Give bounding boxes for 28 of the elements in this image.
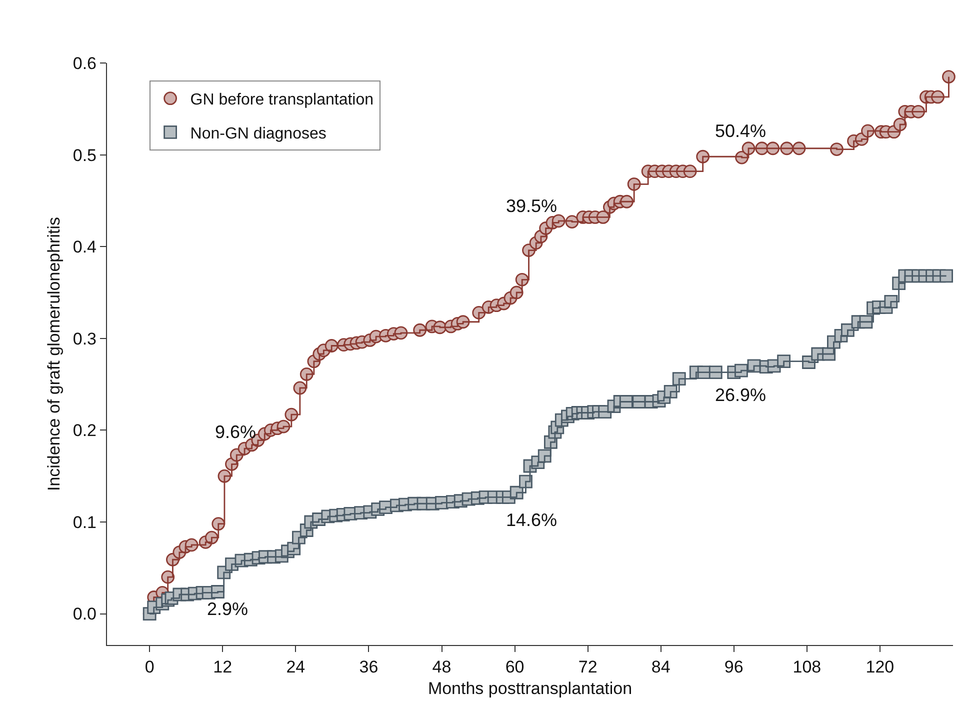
y-tick-label: 0.4: [72, 238, 96, 257]
y-tick-label: 0.0: [72, 604, 96, 624]
y-tick-label: 0.2: [72, 421, 96, 440]
annotation: 14.6%: [506, 510, 558, 530]
x-axis-title: Months posttransplantation: [428, 678, 632, 698]
y-tick-label: 0.3: [72, 329, 96, 348]
x-tick-label: 72: [578, 658, 598, 676]
x-tick-label: 108: [792, 658, 822, 676]
legend-label: Non-GN diagnoses: [190, 125, 326, 142]
x-tick-label: 120: [866, 658, 894, 676]
annotation: 26.9%: [715, 385, 766, 405]
annotation: 50.4%: [715, 121, 766, 141]
x-tick-label: 36: [359, 658, 378, 676]
legend-label: GN before transplantation: [190, 92, 374, 109]
x-tick-label: 48: [432, 658, 452, 676]
annotation: 9.6%: [215, 422, 256, 442]
x-tick-label: 60: [505, 658, 524, 676]
x-tick-label: 84: [651, 658, 670, 676]
y-tick-label: 0.1: [72, 512, 96, 532]
y-tick-label: 0.5: [72, 146, 96, 165]
y-tick-label: 0.6: [72, 54, 96, 73]
x-tick-label: 96: [724, 658, 744, 676]
annotation: 2.9%: [207, 599, 248, 619]
y-axis-title: Incidence of graft glomerulonephritis: [44, 216, 64, 492]
x-tick-label: 0: [144, 658, 154, 676]
x-tick-label: 12: [213, 658, 232, 676]
x-tick-label: 24: [286, 658, 306, 676]
annotation: 39.5%: [506, 196, 558, 216]
